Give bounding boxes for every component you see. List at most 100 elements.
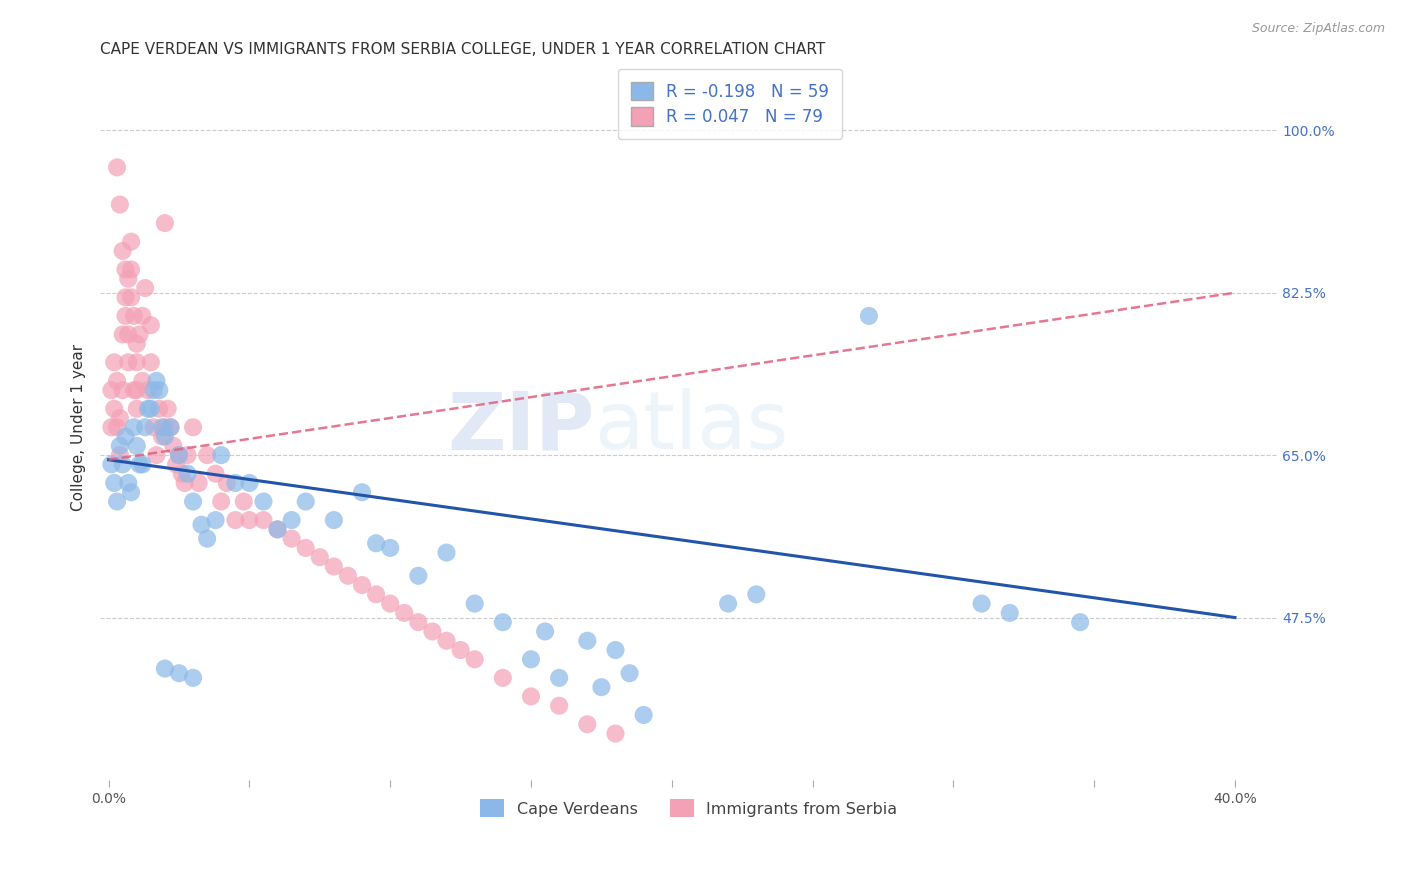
Point [105,494,128,508]
Point [215,475,238,490]
Point [232,494,254,508]
Point [394,606,416,620]
Point [436,545,458,559]
Point [125,439,148,453]
Point [858,309,880,323]
Point [145,448,167,462]
Point [167,448,190,462]
Point [117,355,139,369]
Point [167,666,190,681]
Point [125,355,148,369]
Point [111,244,134,258]
Point [114,262,136,277]
Point [100,383,122,397]
Point [153,216,176,230]
Point [294,494,316,508]
Point [131,309,153,323]
Legend: Cape Verdeans, Immigrants from Serbia: Cape Verdeans, Immigrants from Serbia [472,791,905,825]
Point [591,680,613,694]
Point [156,401,179,416]
Point [717,597,740,611]
Point [520,690,543,704]
Point [605,726,627,740]
Point [520,652,543,666]
Point [100,420,122,434]
Point [142,383,165,397]
Point [167,448,190,462]
Point [120,485,142,500]
Point [190,517,212,532]
Point [103,355,125,369]
Text: atlas: atlas [595,388,789,467]
Point [165,458,187,472]
Point [108,448,131,462]
Point [128,327,150,342]
Point [100,458,122,472]
Point [153,662,176,676]
Point [103,401,125,416]
Point [117,475,139,490]
Point [120,290,142,304]
Text: ZIP: ZIP [447,388,595,467]
Point [224,475,246,490]
Point [350,578,373,592]
Point [576,633,599,648]
Point [195,448,218,462]
Text: CAPE VERDEAN VS IMMIGRANTS FROM SERBIA COLLEGE, UNDER 1 YEAR CORRELATION CHART: CAPE VERDEAN VS IMMIGRANTS FROM SERBIA C… [100,42,825,57]
Point [266,522,288,536]
Point [145,374,167,388]
Point [745,587,768,601]
Point [408,568,430,582]
Point [548,698,571,713]
Point [252,494,274,508]
Point [125,383,148,397]
Point [153,420,176,434]
Point [548,671,571,685]
Point [464,652,486,666]
Point [105,161,128,175]
Point [159,420,181,434]
Point [114,309,136,323]
Point [134,281,156,295]
Point [131,374,153,388]
Point [139,355,162,369]
Point [111,458,134,472]
Point [998,606,1021,620]
Point [450,643,472,657]
Point [322,513,344,527]
Point [125,336,148,351]
Point [108,439,131,453]
Point [464,597,486,611]
Point [125,401,148,416]
Point [176,467,198,481]
Point [128,458,150,472]
Point [159,420,181,434]
Point [238,513,260,527]
Point [209,494,232,508]
Point [209,448,232,462]
Point [266,522,288,536]
Point [195,532,218,546]
Point [176,448,198,462]
Point [633,708,655,723]
Y-axis label: College, Under 1 year: College, Under 1 year [72,343,86,511]
Point [142,420,165,434]
Point [204,467,226,481]
Point [187,475,209,490]
Point [436,633,458,648]
Point [605,643,627,657]
Point [117,327,139,342]
Point [148,401,170,416]
Point [139,401,162,416]
Point [162,439,184,453]
Point [322,559,344,574]
Point [308,550,330,565]
Point [336,568,359,582]
Point [280,513,302,527]
Point [105,420,128,434]
Point [970,597,993,611]
Point [492,671,515,685]
Point [181,420,204,434]
Point [173,475,195,490]
Point [294,541,316,555]
